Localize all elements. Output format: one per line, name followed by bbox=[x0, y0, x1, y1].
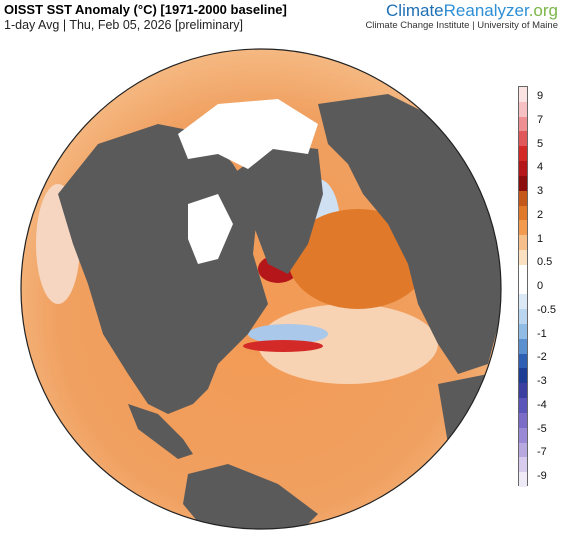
colorbar-tick-label: 0.5 bbox=[537, 256, 553, 269]
map-subtitle: 1-day Avg | Thu, Feb 05, 2026 [prelimina… bbox=[4, 18, 244, 32]
colorbar-tick-label: -5 bbox=[537, 422, 547, 435]
colorbar-segment bbox=[519, 249, 527, 265]
sst-anomaly-globe bbox=[20, 48, 502, 530]
colorbar-segment bbox=[519, 190, 527, 206]
colorbar-segment bbox=[519, 398, 527, 413]
colorbar-segment bbox=[519, 368, 527, 384]
colorbar-tick-label: -7 bbox=[537, 446, 547, 459]
colorbar-tick-label: 1 bbox=[537, 232, 544, 245]
colorbar-tick-label: -4 bbox=[537, 398, 547, 411]
south-america-land bbox=[183, 464, 318, 529]
arctic-sea-ice bbox=[178, 99, 318, 169]
colorbar-segment bbox=[519, 383, 527, 399]
colorbar-segment bbox=[519, 294, 527, 310]
central-america-land bbox=[128, 404, 193, 459]
colorbar-segment bbox=[519, 279, 527, 295]
brand-logo[interactable]: ClimateReanalyzer.org Climate Change Ins… bbox=[365, 1, 558, 31]
colorbar-segment bbox=[519, 309, 527, 324]
colorbar-segment bbox=[519, 338, 527, 354]
colorbar-segment bbox=[519, 442, 527, 458]
colorbar-segment bbox=[519, 116, 527, 132]
colorbar-segment bbox=[519, 87, 527, 102]
colorbar-tick-label: 7 bbox=[537, 113, 544, 126]
colorbar-segment bbox=[519, 175, 527, 191]
map-title: OISST SST Anomaly (°C) [1971-2000 baseli… bbox=[4, 2, 287, 17]
colorbar-segment bbox=[519, 412, 527, 428]
brand-subtitle: Climate Change Institute | University of… bbox=[365, 20, 558, 31]
europe-asia-land bbox=[318, 94, 501, 374]
cool-anomaly-subtropical bbox=[258, 304, 438, 384]
colorbar-segment bbox=[519, 131, 527, 147]
brand-name: ClimateReanalyzer.org bbox=[386, 1, 558, 20]
colorbar-tick-label: -0.5 bbox=[537, 303, 556, 316]
colorbar-segment bbox=[519, 161, 527, 176]
colorbar-segment bbox=[519, 205, 527, 221]
hudson-bay-ice bbox=[188, 194, 233, 264]
colorbar-tick-label: 9 bbox=[537, 90, 544, 102]
colorbar-tick-label: -1 bbox=[537, 327, 547, 340]
cool-anomaly-gulf bbox=[248, 324, 328, 344]
colorbar bbox=[518, 86, 528, 487]
colorbar-tick-label: -9 bbox=[537, 470, 547, 482]
africa-land bbox=[438, 374, 501, 474]
colorbar-tick-label: 2 bbox=[537, 208, 544, 221]
colorbar-segment bbox=[519, 353, 527, 369]
globe-outline bbox=[20, 48, 502, 530]
colorbar-segment bbox=[519, 264, 527, 280]
greenland-land bbox=[233, 144, 323, 274]
colorbar-segment bbox=[519, 220, 527, 236]
colorbar-tick-label: -2 bbox=[537, 351, 547, 364]
colorbar-segment bbox=[519, 235, 527, 250]
colorbar-segment bbox=[519, 427, 527, 443]
colorbar-segment bbox=[519, 324, 527, 339]
colorbar-tick-label: 4 bbox=[537, 161, 544, 174]
colorbar-tick-label: 0 bbox=[537, 280, 544, 292]
colorbar-segment bbox=[519, 101, 527, 117]
colorbar-tick-label: 3 bbox=[537, 185, 544, 197]
colorbar-segment bbox=[519, 457, 527, 473]
warm-anomaly-gulf-stream bbox=[243, 340, 323, 352]
colorbar-segment bbox=[519, 146, 527, 162]
colorbar-segment bbox=[519, 472, 527, 487]
colorbar-tick-label: 5 bbox=[537, 137, 544, 150]
colorbar-tick-label: -3 bbox=[537, 375, 547, 387]
